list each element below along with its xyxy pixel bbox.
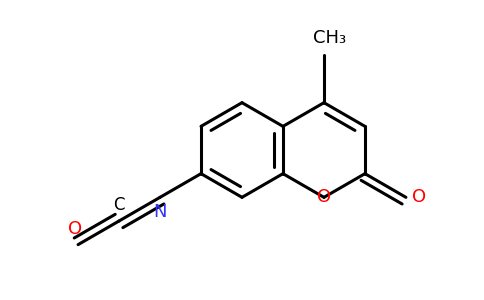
Text: O: O: [317, 188, 331, 206]
Text: CH₃: CH₃: [313, 29, 346, 47]
Text: O: O: [412, 188, 426, 206]
Text: N: N: [153, 202, 167, 220]
Text: O: O: [68, 220, 82, 238]
Text: C: C: [113, 196, 125, 214]
